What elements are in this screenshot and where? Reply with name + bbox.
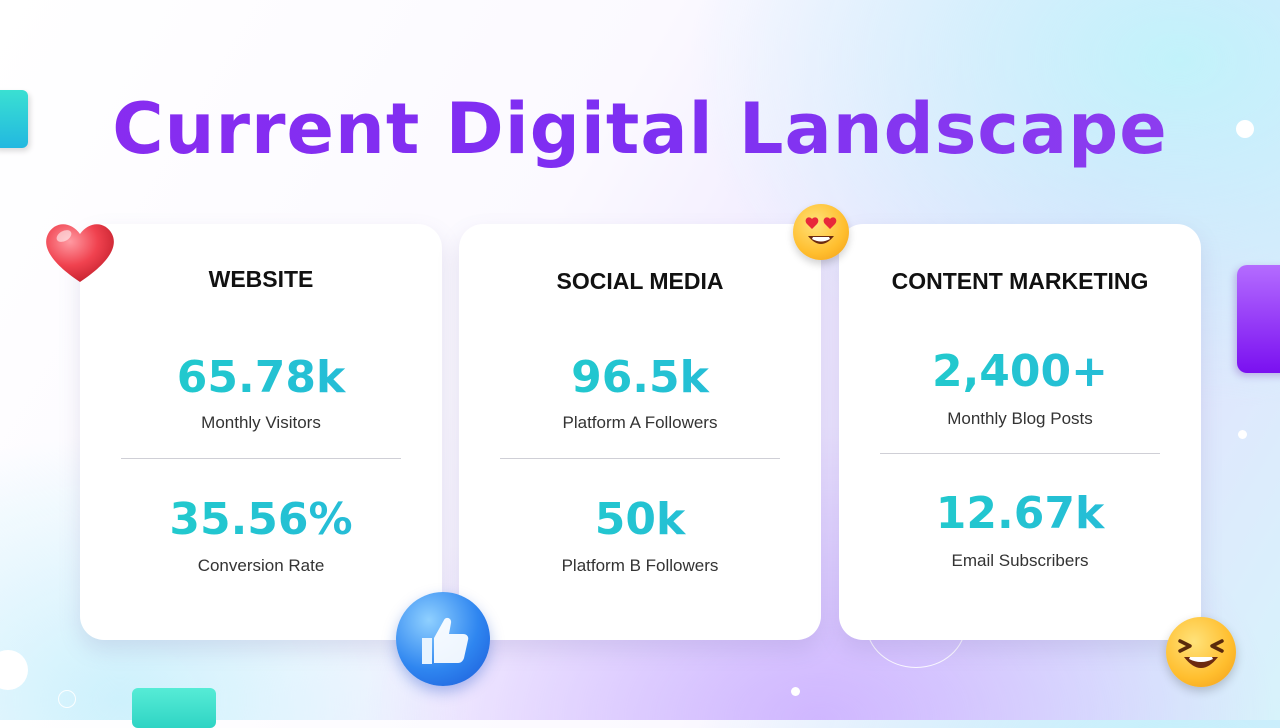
card-title: SOCIAL MEDIA [556,268,724,294]
card-title: CONTENT MARKETING [891,268,1149,294]
white-dot [0,650,28,690]
white-ring [58,690,76,708]
teal-accent-block-left [0,90,28,148]
heart-icon [46,224,114,282]
stat-value: 35.56% [80,494,442,545]
stat-value: 50k [459,494,821,545]
white-dot [791,687,800,696]
page-title: Current Digital Landscape [0,88,1280,170]
stat-label: Platform B Followers [561,556,719,575]
heart-eyes-emoji-icon [793,204,849,260]
divider [121,458,401,459]
stat-label: Email Subscribers [951,551,1089,570]
stat-value: 65.78k [80,352,442,403]
stat-value: 96.5k [459,352,821,403]
purple-accent-block-right [1237,265,1280,373]
laughing-emoji-icon [1166,617,1236,687]
stat-label: Monthly Blog Posts [947,409,1093,428]
stat-label: Monthly Visitors [201,413,321,432]
stat-label: Conversion Rate [197,556,325,575]
card-title: WEBSITE [208,266,314,292]
website-card: WEBSITE 65.78k Monthly Visitors 35.56% C… [80,224,442,640]
social-media-card: SOCIAL MEDIA 96.5k Platform A Followers … [459,224,821,640]
white-dot [1236,120,1254,138]
stat-value: 2,400+ [839,346,1201,397]
stat-label: Platform A Followers [562,413,718,432]
stat-value: 12.67k [839,488,1201,539]
divider [880,453,1160,454]
white-dot [1238,430,1247,439]
content-marketing-card: CONTENT MARKETING 2,400+ Monthly Blog Po… [839,224,1201,640]
teal-accent-block-bottom [132,688,216,728]
thumbs-up-icon [396,592,490,686]
divider [500,458,780,459]
